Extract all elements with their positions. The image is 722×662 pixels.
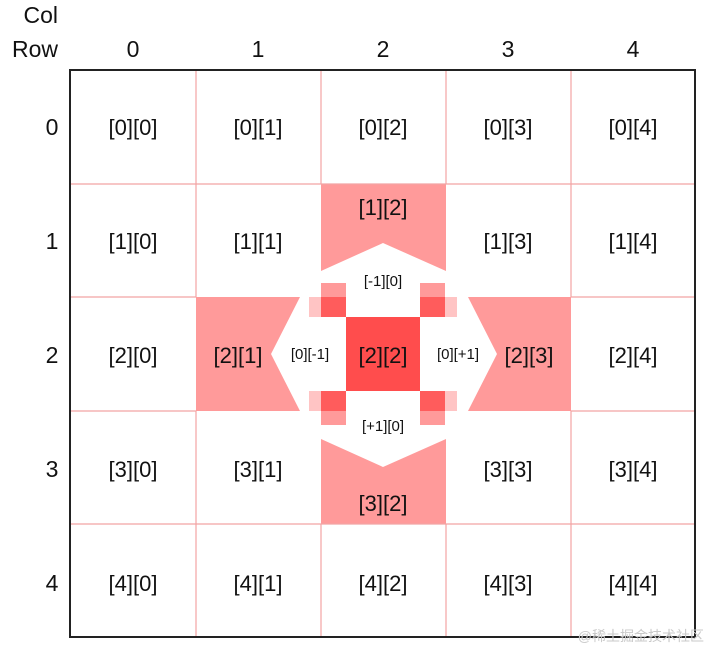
row-header-2: 2 [46, 342, 59, 368]
offset-right-label: [0][+1] [437, 346, 479, 363]
corner-square-top-left [321, 297, 346, 317]
row-axis-label: Row [12, 36, 58, 62]
row-header-4: 4 [46, 570, 59, 596]
cell-2-4: [2][4] [609, 343, 658, 368]
corner-square-top-right [420, 297, 445, 317]
cell-4-1: [4][1] [234, 571, 283, 596]
cell-3-3: [3][3] [484, 457, 533, 482]
neighbor-right-shape [468, 297, 571, 411]
cell-2-1: [2][1] [214, 343, 263, 368]
col-axis-label: Col [23, 2, 58, 28]
col-header-1: 1 [252, 36, 265, 62]
cell-4-0: [4][0] [109, 571, 158, 596]
watermark: @稀土掘金技术社区 [578, 628, 704, 644]
neighbor-down-shape [321, 439, 446, 524]
row-header-3: 3 [46, 456, 59, 482]
cell-0-4: [0][4] [609, 115, 658, 140]
cell-3-1: [3][1] [234, 457, 283, 482]
grid-border [69, 69, 696, 638]
cell-2-0: [2][0] [109, 343, 158, 368]
neighbor-left-shape [196, 297, 300, 411]
cell-4-3: [4][3] [484, 571, 533, 596]
row-header-1: 1 [46, 228, 59, 254]
offset-left-label: [0][-1] [291, 346, 329, 363]
col-header-2: 2 [377, 36, 390, 62]
cell-0-1: [0][1] [234, 115, 283, 140]
offset-down-label: [+1][0] [362, 418, 404, 435]
row-header-0: 0 [46, 114, 59, 140]
col-header-0: 0 [127, 36, 140, 62]
cell-0-3: [0][3] [484, 115, 533, 140]
corner-square-bottom-right [420, 391, 445, 411]
cell-4-2: [4][2] [359, 571, 408, 596]
cell-3-4: [3][4] [609, 457, 658, 482]
cell-1-4: [1][4] [609, 229, 658, 254]
cell-3-2: [3][2] [359, 491, 408, 516]
cell-3-0: [3][0] [109, 457, 158, 482]
corner-square-bottom-left [321, 391, 346, 411]
cell-1-1: [1][1] [234, 229, 283, 254]
cell-2-3: [2][3] [505, 343, 554, 368]
cell-1-0: [1][0] [109, 229, 158, 254]
offset-up-label: [-1][0] [364, 273, 402, 290]
cell-1-3: [1][3] [484, 229, 533, 254]
cell-2-2: [2][2] [359, 343, 408, 368]
neighbor-up-shape [321, 184, 446, 271]
col-header-4: 4 [627, 36, 640, 62]
center-cell-highlight [346, 317, 420, 391]
grid-lines [70, 70, 695, 637]
cell-0-0: [0][0] [109, 115, 158, 140]
cell-1-2: [1][2] [359, 195, 408, 220]
cell-0-2: [0][2] [359, 115, 408, 140]
col-header-3: 3 [502, 36, 515, 62]
cell-4-4: [4][4] [609, 571, 658, 596]
